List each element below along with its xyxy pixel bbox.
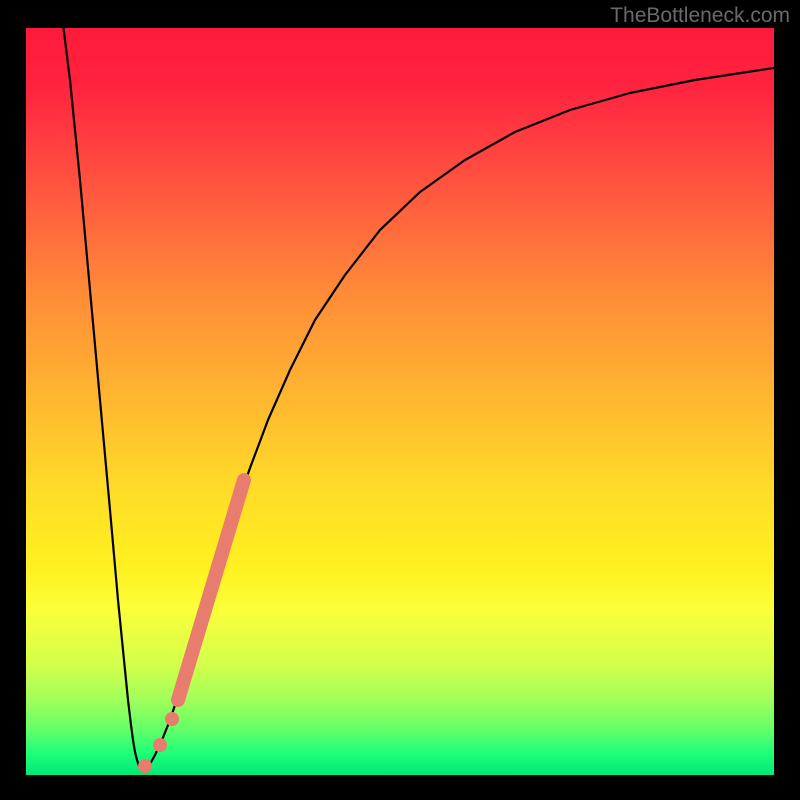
highlight-dot [153, 738, 167, 752]
highlight-dot [165, 712, 179, 726]
frame-bottom [0, 775, 800, 800]
frame-right [774, 0, 800, 800]
gradient-background [26, 28, 774, 775]
chart-canvas [0, 0, 800, 800]
watermark-label: TheBottleneck.com [610, 4, 790, 28]
highlight-dot [138, 759, 152, 773]
bottleneck-chart: TheBottleneck.com [0, 0, 800, 800]
frame-left [0, 0, 26, 800]
